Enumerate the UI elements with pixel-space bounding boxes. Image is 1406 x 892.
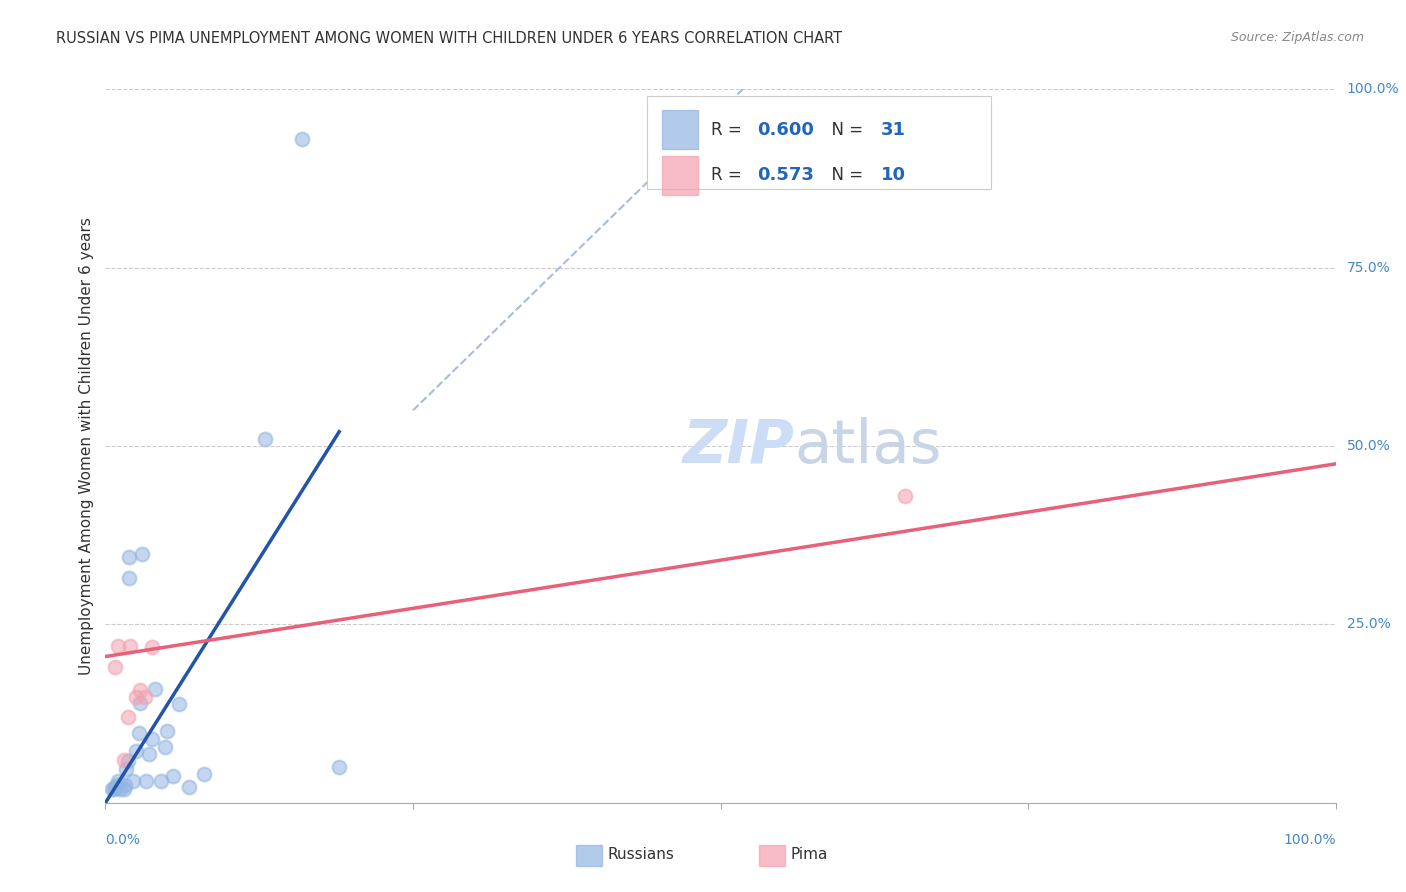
Point (894, 489, 917, 503)
Point (131, 548, 153, 562)
Text: 0.573: 0.573 (758, 166, 814, 184)
Point (118, 571, 141, 585)
Point (134, 690, 156, 705)
Point (117, 755, 139, 769)
Text: 25.0%: 25.0% (1347, 617, 1391, 632)
Point (328, 760, 350, 774)
Point (115, 762, 138, 776)
Point (112, 753, 135, 767)
Text: RUSSIAN VS PIMA UNEMPLOYMENT AMONG WOMEN WITH CHILDREN UNDER 6 YEARS CORRELATION: RUSSIAN VS PIMA UNEMPLOYMENT AMONG WOMEN… (56, 31, 842, 46)
Point (120, 639, 141, 653)
Point (143, 681, 166, 696)
Point (107, 774, 129, 789)
Point (153, 740, 176, 755)
Text: Source: ZipAtlas.com: Source: ZipAtlas.com (1230, 31, 1364, 45)
Point (193, 767, 215, 781)
Point (125, 690, 148, 705)
Point (291, 132, 314, 146)
Point (104, 660, 127, 674)
Text: 100.0%: 100.0% (1347, 82, 1399, 96)
Point (107, 639, 129, 653)
Text: 100.0%: 100.0% (1284, 833, 1336, 847)
Point (169, 698, 191, 712)
Point (128, 726, 150, 740)
Text: R =: R = (711, 166, 747, 184)
FancyBboxPatch shape (662, 110, 699, 149)
Point (141, 640, 163, 655)
Point (100, 781, 122, 796)
Point (110, 781, 132, 796)
Text: 0.0%: 0.0% (105, 833, 141, 847)
Point (129, 683, 152, 698)
Point (135, 774, 157, 789)
Point (156, 724, 179, 739)
FancyBboxPatch shape (662, 155, 699, 194)
Point (121, 774, 143, 789)
Point (179, 780, 201, 794)
Text: 50.0%: 50.0% (1347, 439, 1391, 453)
Point (103, 781, 125, 796)
Point (125, 744, 148, 758)
Point (117, 710, 139, 724)
Text: 0.600: 0.600 (758, 120, 814, 139)
Point (118, 549, 141, 564)
Text: R =: R = (711, 120, 747, 139)
Text: 75.0%: 75.0% (1347, 260, 1391, 275)
Point (104, 780, 127, 794)
Text: 31: 31 (880, 120, 905, 139)
Point (114, 778, 136, 792)
Text: Russians: Russians (607, 847, 675, 862)
Y-axis label: Unemployment Among Women with Children Under 6 years: Unemployment Among Women with Children U… (79, 217, 94, 675)
Text: atlas: atlas (794, 417, 942, 475)
Point (254, 432, 277, 446)
Text: Pima: Pima (790, 847, 828, 862)
Point (162, 769, 184, 783)
Point (141, 731, 163, 746)
Point (129, 696, 152, 710)
FancyBboxPatch shape (647, 96, 991, 189)
Point (112, 781, 135, 796)
Text: N =: N = (821, 120, 869, 139)
Text: N =: N = (821, 166, 869, 184)
Text: ZIP: ZIP (682, 417, 794, 475)
Text: 10: 10 (880, 166, 905, 184)
Point (105, 778, 128, 792)
Point (149, 774, 172, 789)
Point (138, 747, 160, 762)
